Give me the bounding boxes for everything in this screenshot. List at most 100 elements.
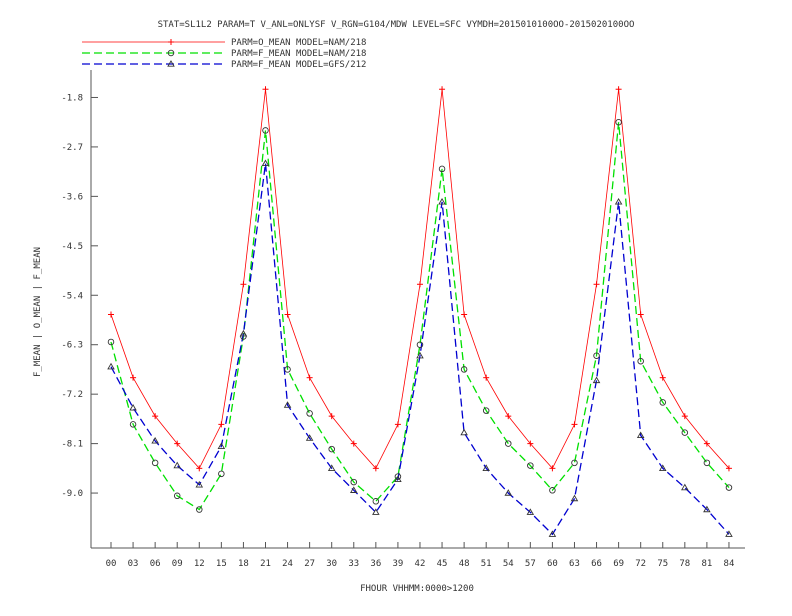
plot-markers xyxy=(107,86,733,537)
x-tick-label: 84 xyxy=(724,559,735,569)
data-point-s1 xyxy=(372,498,380,505)
data-point-s2 xyxy=(327,464,336,471)
data-point-s1 xyxy=(637,357,644,365)
x-tick-label: 57 xyxy=(525,559,536,569)
legend-marker-1 xyxy=(167,49,175,57)
data-point-s1 xyxy=(107,338,115,346)
data-point-s1 xyxy=(196,506,203,513)
data-point-s0 xyxy=(130,374,137,381)
data-point-s0 xyxy=(350,440,357,447)
data-point-s1 xyxy=(482,407,490,414)
data-point-s0 xyxy=(703,440,710,447)
data-point-s2 xyxy=(283,401,292,408)
x-tick-label: 72 xyxy=(635,559,646,569)
x-tick-label: 48 xyxy=(459,559,470,569)
x-axis-ticks: 00 03 06 09 12 15 18 21 24 27 30 33 36 39 42 45 48 51 54 57… xyxy=(106,542,735,569)
data-point-s2 xyxy=(261,159,270,167)
data-point-s2 xyxy=(548,530,557,537)
x-tick-label: 63 xyxy=(569,559,580,569)
x-tick-label: 06 xyxy=(150,559,161,569)
data-point-s2 xyxy=(526,508,535,515)
data-point-s0 xyxy=(571,421,578,428)
data-point-s1 xyxy=(549,487,556,494)
data-point-s1 xyxy=(173,492,181,500)
data-point-s2 xyxy=(460,428,468,436)
data-point-s0 xyxy=(659,374,666,381)
chart-title: STAT=SL1L2 PARAM=T V_ANL=ONLYSF V_RGN=G1… xyxy=(158,20,635,30)
data-point-s2 xyxy=(636,431,645,439)
data-point-s1 xyxy=(593,352,600,359)
data-point-s1 xyxy=(394,473,402,480)
data-point-s2 xyxy=(107,362,115,370)
y-axis-label: F_MEAN | O_MEAN | F_MEAN xyxy=(33,247,43,377)
data-point-s1 xyxy=(438,165,446,173)
data-point-s0 xyxy=(593,281,600,288)
y-tick-label: -1.8 xyxy=(61,93,83,103)
data-point-s2 xyxy=(173,461,181,469)
data-point-s1 xyxy=(659,399,667,406)
data-point-s0 xyxy=(108,311,114,318)
data-point-s2 xyxy=(570,494,579,502)
y-tick-label: -8.1 xyxy=(61,440,83,450)
x-tick-label: 54 xyxy=(503,559,514,569)
x-tick-label: 39 xyxy=(392,559,403,569)
data-point-s2 xyxy=(239,329,248,337)
data-point-s1 xyxy=(703,459,711,467)
y-tick-label: -7.2 xyxy=(61,390,83,400)
x-tick-label: 81 xyxy=(701,559,712,569)
legend-marker-2 xyxy=(167,60,175,67)
data-point-s1 xyxy=(527,462,534,469)
y-tick-label: -2.7 xyxy=(61,143,83,153)
data-point-s0 xyxy=(328,413,335,420)
data-point-s1 xyxy=(129,421,137,428)
x-tick-label: 03 xyxy=(128,559,139,569)
data-point-s2 xyxy=(305,434,314,441)
x-tick-label: 69 xyxy=(613,559,624,569)
data-point-s1 xyxy=(416,341,424,348)
data-point-s2 xyxy=(725,530,733,537)
x-tick-label: 75 xyxy=(657,559,668,569)
data-point-s1 xyxy=(350,478,358,486)
data-point-s1 xyxy=(262,127,269,134)
x-tick-label: 21 xyxy=(260,559,271,569)
y-tick-label: -9.0 xyxy=(61,489,83,499)
legend-label-0: PARM=O_MEAN MODEL=NAM/218 xyxy=(231,38,366,48)
y-tick-label: -3.6 xyxy=(61,192,83,202)
data-point-s0 xyxy=(262,86,269,93)
data-point-s1 xyxy=(284,366,291,373)
x-tick-label: 42 xyxy=(415,559,426,569)
data-point-s1 xyxy=(306,410,313,417)
data-point-s0 xyxy=(152,413,159,420)
data-point-s0 xyxy=(681,413,688,420)
data-point-s2 xyxy=(592,376,601,384)
x-tick-label: 24 xyxy=(282,559,293,569)
data-point-s1 xyxy=(240,333,247,340)
data-point-s2 xyxy=(482,464,490,471)
data-point-s0 xyxy=(439,86,446,93)
data-point-s1 xyxy=(218,470,225,478)
data-point-s1 xyxy=(615,118,622,126)
y-axis-ticks: -1.8 -2.7 -3.6 -4.5 -5.4 -6.3 -7.2 -8.1 -9.0 xyxy=(61,93,98,499)
legend: PARM=O_MEAN MODEL=NAM/218 PARM=F_MEAN MOD… xyxy=(82,38,366,70)
data-point-s0 xyxy=(372,465,379,472)
data-point-s0 xyxy=(306,374,313,381)
legend-label-2: PARM=F_MEAN MODEL=GFS/212 xyxy=(231,60,366,70)
data-point-s1 xyxy=(571,459,578,467)
data-point-s0 xyxy=(174,440,181,447)
data-point-s0 xyxy=(527,440,534,447)
x-tick-label: 30 xyxy=(326,559,337,569)
x-axis-label: FHOUR VHHMM:0000>1200 xyxy=(360,584,474,594)
data-point-s0 xyxy=(461,311,468,318)
data-point-s0 xyxy=(725,465,732,472)
data-point-s2 xyxy=(438,197,446,205)
data-point-s2 xyxy=(614,197,623,205)
x-tick-label: 60 xyxy=(547,559,558,569)
data-point-s2 xyxy=(349,486,358,493)
data-point-s2 xyxy=(195,480,204,488)
data-point-s1 xyxy=(725,484,733,491)
x-tick-label: 27 xyxy=(304,559,315,569)
x-tick-label: 12 xyxy=(194,559,205,569)
axes xyxy=(90,70,745,549)
data-point-s0 xyxy=(615,86,622,93)
x-tick-label: 09 xyxy=(172,559,183,569)
